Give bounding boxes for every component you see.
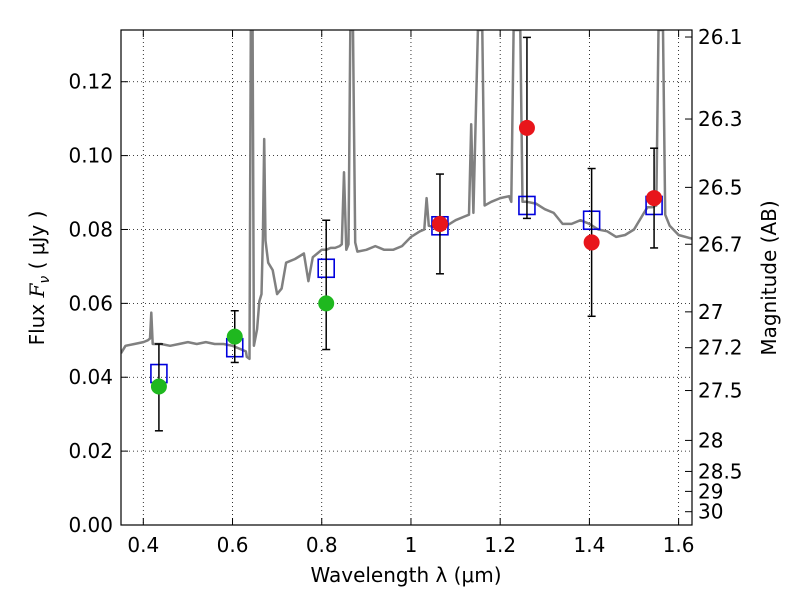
observation-point-green: [150, 378, 167, 395]
y-tick-label: 0.02: [68, 439, 113, 463]
right-tick-label: 28.5: [698, 459, 743, 483]
y-tick-label: 0.10: [68, 144, 113, 168]
axes: 0.00 0.02 0.04 0.06 0.08 0.10 0.12 0.4 0.6 0.8 1 1.…: [68, 25, 742, 557]
x-axis-label: Wavelength λ (μm): [310, 563, 501, 587]
x-tick-label: 0.4: [127, 533, 159, 557]
observation-point-green: [226, 328, 243, 345]
right-tick-label: 26.3: [698, 107, 743, 131]
plot-frame: [120, 29, 693, 526]
x-tick-label: 0.6: [217, 533, 249, 557]
x-tick-label: 1.6: [663, 533, 695, 557]
x-tick-label: 0.8: [306, 533, 338, 557]
observation-point-red: [646, 190, 663, 207]
y-axis-label: Flux Fν ( μJy ): [25, 211, 53, 346]
y-tick-label: 0.06: [68, 291, 113, 315]
grid: [121, 30, 692, 526]
right-tick-label: 27.2: [698, 336, 743, 360]
x-tick-label: 1.2: [484, 533, 516, 557]
right-tick-label: 26.7: [698, 232, 743, 256]
y-tick-label: 0.00: [68, 513, 113, 537]
observation-point-red: [583, 234, 600, 251]
observation-point-green: [318, 295, 335, 312]
observation-point-red: [431, 215, 448, 232]
x-tick-label: 1: [405, 533, 418, 557]
x-tick-label: 1.4: [573, 533, 605, 557]
plot-data: [121, 30, 692, 432]
y-tick-label: 0.04: [68, 365, 113, 389]
right-tick-label: 28: [698, 428, 723, 452]
right-tick-label: 30: [698, 500, 723, 524]
right-tick-label: 29: [698, 479, 723, 503]
right-tick-label: 27: [698, 300, 723, 324]
right-axis-label: Magnitude (AB): [757, 200, 781, 355]
right-tick-label: 26.1: [698, 25, 743, 49]
spectrum-line: [121, 30, 692, 361]
observation-point-red: [518, 119, 535, 136]
y-tick-label: 0.08: [68, 217, 113, 241]
right-tick-label: 26.5: [698, 175, 743, 199]
y-tick-label: 0.12: [68, 70, 113, 94]
right-tick-label: 27.5: [698, 379, 743, 403]
